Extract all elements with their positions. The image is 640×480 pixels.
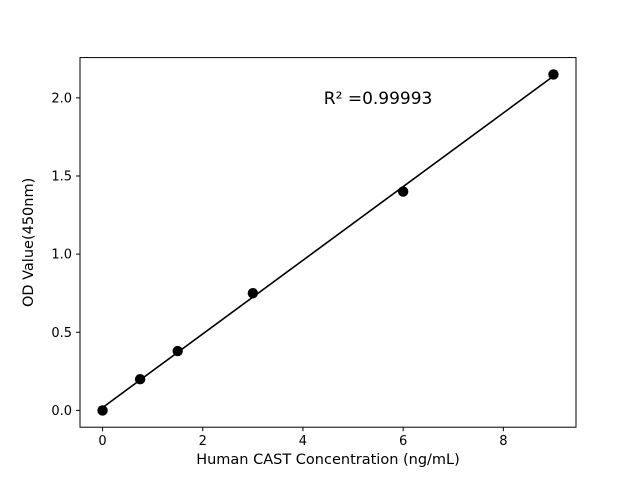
y-tick-label: 2.0 [51, 91, 72, 106]
data-point [172, 345, 183, 357]
data-point [247, 287, 259, 299]
data-point [397, 186, 409, 197]
x-tick-label: 6 [399, 434, 407, 449]
data-point [97, 405, 108, 416]
data-point [134, 373, 146, 385]
x-axis-label: Human CAST Concentration (ng/mL) [196, 452, 460, 468]
y-tick-label: 1.5 [51, 169, 72, 184]
y-tick-label: 0.0 [51, 404, 72, 419]
x-tick-label: 0 [98, 434, 106, 449]
y-tick-label: 1.0 [51, 248, 72, 263]
x-tick-label: 2 [199, 434, 207, 449]
y-axis-label: OD Value(450nm) [21, 178, 37, 307]
r-squared-annotation: R² =0.99993 [324, 89, 433, 109]
y-tick-label: 0.5 [51, 326, 72, 341]
x-tick-label: 4 [299, 434, 307, 449]
x-tick-label: 8 [499, 434, 507, 449]
data-point [548, 69, 559, 80]
